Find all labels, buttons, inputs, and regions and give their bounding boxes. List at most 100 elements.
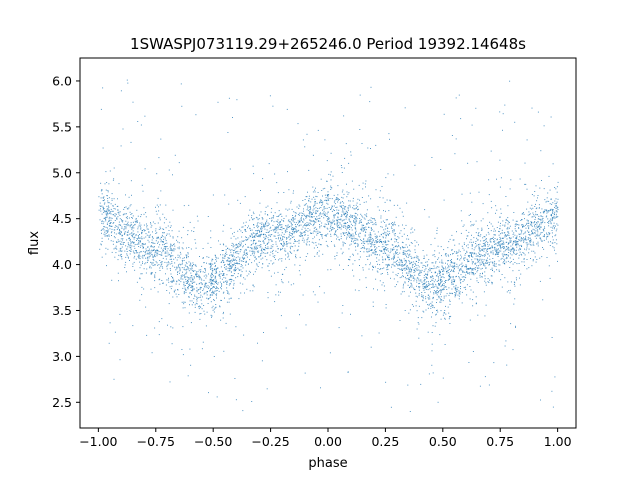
data-point	[222, 273, 224, 275]
data-point	[211, 282, 213, 284]
data-point	[134, 255, 136, 257]
data-point	[423, 274, 425, 276]
data-point	[226, 290, 228, 291]
data-point	[215, 265, 216, 266]
data-point	[304, 259, 306, 261]
data-point	[256, 225, 258, 227]
data-point	[190, 364, 192, 366]
data-point	[366, 248, 368, 250]
data-point	[109, 213, 111, 214]
data-point	[484, 271, 486, 273]
data-point	[281, 281, 283, 283]
data-point	[234, 252, 236, 254]
data-point	[340, 219, 342, 221]
data-point	[138, 236, 139, 238]
data-point	[165, 273, 166, 275]
data-point	[542, 220, 544, 222]
data-point	[399, 268, 400, 270]
data-point	[384, 290, 386, 292]
data-point	[270, 211, 272, 213]
data-point	[461, 262, 463, 264]
data-point	[213, 279, 215, 281]
data-point	[155, 233, 157, 234]
data-point	[123, 242, 125, 243]
data-point	[474, 269, 476, 271]
data-point	[491, 281, 493, 283]
data-point	[380, 239, 382, 241]
data-point	[414, 266, 416, 267]
data-point	[335, 199, 337, 200]
data-point	[325, 197, 327, 199]
data-point	[200, 269, 202, 271]
data-point	[199, 276, 201, 278]
data-point	[289, 221, 291, 223]
data-point	[230, 283, 231, 285]
data-point	[313, 196, 315, 198]
data-point	[488, 282, 490, 283]
data-point	[465, 267, 467, 269]
data-point	[370, 240, 372, 242]
data-point	[385, 244, 387, 246]
data-point	[185, 279, 187, 281]
data-point	[156, 249, 158, 251]
data-point	[211, 273, 213, 275]
data-point	[391, 222, 392, 224]
data-point	[159, 260, 161, 261]
data-point	[213, 292, 215, 294]
data-point	[291, 227, 293, 228]
data-point	[245, 264, 247, 266]
data-point	[266, 225, 268, 227]
data-point	[426, 274, 428, 276]
data-point	[432, 286, 434, 288]
data-point	[442, 267, 444, 269]
data-point	[415, 300, 417, 302]
data-point	[259, 246, 261, 248]
data-point	[493, 228, 495, 230]
data-point	[551, 215, 553, 217]
data-point	[174, 289, 176, 291]
data-point	[121, 250, 123, 252]
data-point	[298, 224, 300, 226]
data-point	[466, 238, 467, 240]
data-point	[406, 256, 407, 258]
data-point	[147, 239, 149, 241]
data-point	[251, 217, 252, 219]
data-point	[220, 300, 222, 301]
data-point	[189, 292, 191, 294]
data-point	[114, 220, 116, 221]
data-point	[285, 254, 287, 256]
data-point	[154, 275, 156, 277]
data-point	[421, 292, 423, 293]
data-point	[502, 220, 504, 222]
data-point	[191, 282, 193, 284]
data-point	[101, 241, 103, 242]
data-point	[165, 227, 167, 229]
data-point	[117, 226, 119, 228]
data-point	[528, 234, 530, 235]
data-point	[477, 268, 479, 270]
data-point	[357, 198, 359, 200]
data-point	[116, 225, 118, 227]
data-point	[102, 209, 104, 211]
data-point	[326, 180, 328, 182]
data-point	[547, 222, 549, 223]
data-point	[341, 253, 343, 255]
data-point	[181, 105, 183, 107]
data-point	[513, 212, 515, 213]
data-point	[220, 254, 221, 256]
data-point	[233, 282, 235, 284]
data-point	[272, 253, 274, 255]
data-point	[527, 237, 529, 239]
data-point	[419, 286, 421, 288]
data-point	[537, 111, 539, 113]
data-point	[494, 238, 496, 239]
data-point	[183, 267, 185, 269]
data-point	[311, 220, 313, 222]
data-point	[109, 228, 111, 230]
data-point	[484, 315, 486, 317]
data-point	[327, 191, 329, 193]
data-point	[155, 210, 157, 212]
data-point	[460, 263, 462, 265]
data-point	[302, 212, 304, 214]
data-point	[243, 222, 245, 224]
